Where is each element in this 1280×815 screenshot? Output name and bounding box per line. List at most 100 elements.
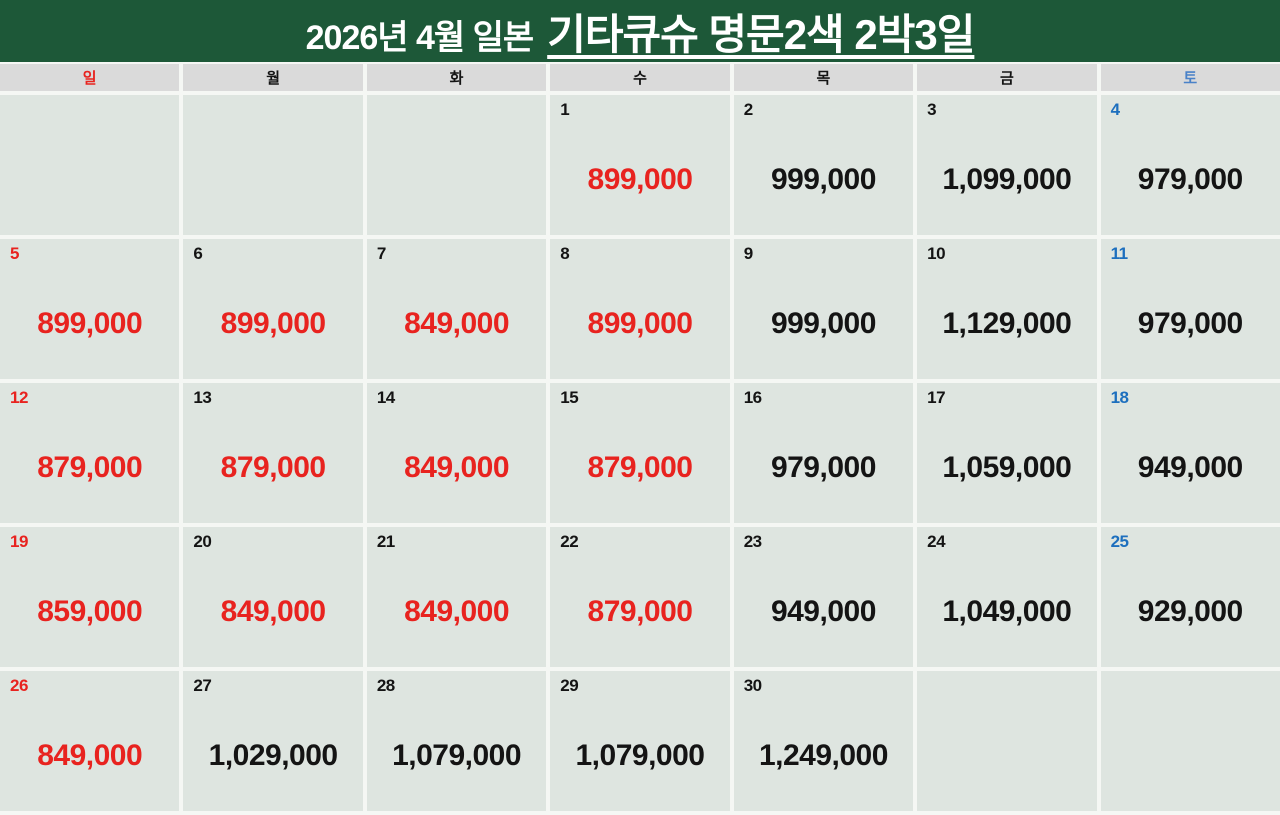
day-number: 16 [743, 388, 762, 407]
calendar-day-cell-12: 12 879,000 [0, 383, 180, 523]
price-value: 979,000 [1137, 163, 1243, 197]
price-value: 849,000 [404, 307, 510, 341]
day-number: 18 [1110, 388, 1129, 407]
calendar-day-cell-6: 6 899,000 [183, 239, 363, 379]
page-title: 2026년 4월 일본 기타큐슈 명문2색 2박3일 [306, 1, 976, 62]
calendar-day-cell-8: 8 899,000 [550, 239, 730, 379]
price-value: 1,029,000 [208, 739, 338, 773]
price-value: 999,000 [770, 163, 876, 197]
calendar-day-cell-7: 7 849,000 [366, 239, 547, 379]
day-number: 26 [10, 676, 28, 695]
weekday-header-0: 일 [0, 64, 180, 91]
calendar-day-cell-1: 1 899,000 [550, 95, 730, 235]
weekday-header-1: 월 [183, 64, 363, 91]
title-main-underlined: 기타큐슈 명문2색 2박3일 [547, 10, 975, 58]
day-number: 20 [193, 532, 212, 551]
day-number: 7 [376, 244, 386, 263]
price-value: 849,000 [220, 595, 326, 629]
day-number: 29 [560, 676, 579, 695]
price-value: 879,000 [220, 451, 326, 485]
weekday-header-6: 토 [1100, 64, 1280, 91]
price-value: 1,099,000 [942, 163, 1072, 197]
weekday-header-5: 금 [917, 64, 1097, 91]
price-value: 999,000 [770, 307, 876, 341]
day-number: 28 [376, 676, 395, 695]
price-value: 979,000 [1137, 307, 1243, 341]
day-number: 5 [10, 244, 19, 263]
price-value: 1,129,000 [942, 307, 1072, 341]
calendar-day-cell-9: 9 999,000 [733, 239, 914, 379]
calendar-day-cell-23: 23 949,000 [733, 527, 914, 667]
calendar-day-cell-21: 21 849,000 [366, 527, 547, 667]
day-number: 3 [927, 100, 937, 119]
day-number: 4 [1110, 100, 1120, 119]
calendar-day-cell-5: 5 899,000 [0, 239, 180, 379]
calendar-empty-cell [183, 95, 363, 235]
day-number: 30 [743, 676, 762, 695]
day-number: 6 [193, 244, 203, 263]
weekday-header-4: 목 [733, 64, 914, 91]
price-value: 949,000 [1137, 451, 1243, 485]
price-value: 1,059,000 [942, 451, 1072, 485]
calendar-day-cell-19: 19 859,000 [0, 527, 180, 667]
calendar-day-cell-17: 17 1,059,000 [917, 383, 1097, 523]
calendar-day-cell-18: 18 949,000 [1100, 383, 1280, 523]
day-number: 11 [1110, 244, 1128, 263]
price-value: 1,049,000 [942, 595, 1072, 629]
price-value: 899,000 [220, 307, 326, 341]
calendar-day-cell-2: 2 999,000 [733, 95, 914, 235]
price-value: 929,000 [1137, 595, 1243, 629]
price-value: 1,079,000 [392, 739, 522, 773]
day-number: 27 [193, 676, 212, 695]
price-value: 849,000 [37, 739, 143, 773]
price-value: 879,000 [37, 451, 143, 485]
calendar-day-cell-14: 14 849,000 [366, 383, 547, 523]
price-value: 849,000 [404, 595, 510, 629]
calendar-title-bar: 2026년 4월 일본 기타큐슈 명문2색 2박3일 [0, 0, 1280, 62]
day-number: 21 [376, 532, 395, 551]
day-number: 25 [1110, 532, 1129, 551]
day-number: 24 [927, 532, 946, 551]
calendar-day-cell-27: 27 1,029,000 [183, 671, 363, 811]
day-number: 15 [560, 388, 579, 407]
day-number: 17 [927, 388, 946, 407]
calendar-empty-cell [0, 95, 180, 235]
calendar-empty-cell [366, 95, 547, 235]
calendar-day-cell-25: 25 929,000 [1100, 527, 1280, 667]
price-value: 979,000 [770, 451, 876, 485]
price-value: 859,000 [37, 595, 143, 629]
calendar-day-cell-29: 29 1,079,000 [550, 671, 730, 811]
day-number: 8 [560, 244, 570, 263]
day-number: 19 [10, 532, 28, 551]
calendar-day-cell-4: 4 979,000 [1100, 95, 1280, 235]
weekday-header-2: 화 [366, 64, 547, 91]
calendar-day-cell-20: 20 849,000 [183, 527, 363, 667]
calendar-day-cell-11: 11 979,000 [1100, 239, 1280, 379]
calendar-day-cell-15: 15 879,000 [550, 383, 730, 523]
calendar-day-cell-13: 13 879,000 [183, 383, 363, 523]
price-value: 879,000 [587, 451, 693, 485]
price-value: 899,000 [37, 307, 143, 341]
day-number: 2 [743, 100, 753, 119]
day-number: 10 [927, 244, 946, 263]
day-number: 1 [560, 100, 570, 119]
calendar-day-cell-24: 24 1,049,000 [917, 527, 1097, 667]
price-value: 1,249,000 [758, 739, 888, 773]
weekday-header-3: 수 [550, 64, 730, 91]
calendar-day-cell-16: 16 979,000 [733, 383, 914, 523]
price-value: 899,000 [587, 307, 693, 341]
calendar-day-cell-30: 30 1,249,000 [733, 671, 914, 811]
calendar-day-cell-26: 26 849,000 [0, 671, 180, 811]
day-number: 12 [10, 388, 28, 407]
calendar-empty-cell [1100, 671, 1280, 811]
price-value: 1,079,000 [575, 739, 705, 773]
calendar-empty-cell [917, 671, 1097, 811]
day-number: 23 [743, 532, 762, 551]
day-number: 9 [743, 244, 753, 263]
price-value: 949,000 [770, 595, 876, 629]
calendar-day-cell-10: 10 1,129,000 [917, 239, 1097, 379]
price-value: 899,000 [587, 163, 693, 197]
calendar-day-cell-22: 22 879,000 [550, 527, 730, 667]
